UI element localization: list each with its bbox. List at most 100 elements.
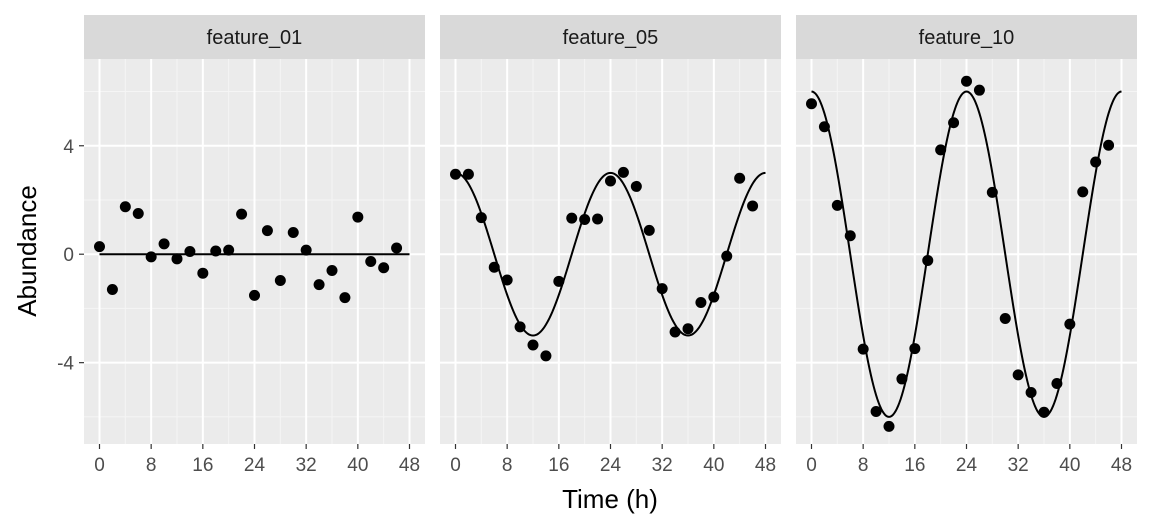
- facet-strip: [440, 15, 781, 59]
- data-point: [261, 225, 273, 237]
- x-tick-label: 40: [347, 455, 368, 476]
- x-tick-label: 8: [146, 455, 157, 476]
- data-point: [1090, 156, 1102, 168]
- x-tick-label: 24: [244, 455, 266, 476]
- data-point: [721, 250, 733, 262]
- data-point: [365, 256, 377, 268]
- data-point: [818, 121, 830, 133]
- y-axis-title: Abundance: [12, 185, 42, 317]
- data-point: [236, 208, 248, 220]
- x-tick-label: 16: [192, 455, 213, 476]
- data-point: [986, 186, 998, 198]
- x-tick-label: 0: [806, 455, 817, 476]
- data-point: [326, 264, 338, 276]
- facet-strip-label: feature_01: [207, 27, 303, 49]
- fitted-curve: [811, 90, 1122, 418]
- data-point: [339, 292, 351, 304]
- data-point: [695, 296, 707, 308]
- data-point: [617, 166, 629, 178]
- data-point: [935, 144, 947, 156]
- facet-panel: feature_05 0 8 16 24 32 40 48: [440, 15, 781, 476]
- data-point: [870, 405, 882, 417]
- data-point: [831, 199, 843, 211]
- data-point: [249, 289, 260, 301]
- data-point: [857, 343, 869, 355]
- x-tick-label: 8: [858, 455, 869, 476]
- data-point: [1103, 139, 1115, 151]
- data-point: [287, 227, 299, 239]
- data-point: [883, 420, 895, 432]
- x-tick-label: 48: [399, 455, 420, 476]
- data-point: [961, 75, 972, 87]
- data-point: [352, 211, 364, 223]
- data-point: [184, 246, 196, 257]
- x-tick-label: 8: [502, 455, 513, 476]
- data-point: [806, 98, 817, 110]
- data-point: [1077, 186, 1089, 198]
- facet-strip-label: feature_05: [563, 27, 659, 49]
- x-tick-label: 48: [1111, 455, 1132, 476]
- data-point: [734, 172, 746, 184]
- facet-strip: [84, 15, 425, 59]
- data-point: [630, 180, 642, 192]
- y-axis: -4 0 4: [57, 137, 84, 375]
- y-tick-label: -4: [57, 354, 74, 375]
- x-tick-label: 24: [956, 455, 978, 476]
- data-point: [708, 291, 720, 303]
- x-tick-label: 48: [755, 455, 776, 476]
- data-point: [999, 312, 1011, 324]
- facet-panel: feature_01 0 8 16 24 32 40 48: [84, 15, 425, 476]
- data-point: [553, 275, 565, 287]
- data-point: [106, 283, 118, 295]
- data-point: [909, 343, 921, 355]
- x-axis-title: Time (h): [562, 484, 658, 514]
- data-point: [605, 175, 616, 187]
- data-point: [948, 117, 960, 129]
- data-point: [313, 279, 325, 291]
- x-tick-label: 32: [296, 455, 317, 476]
- x-tick-label: 0: [450, 455, 461, 476]
- facet-panels: feature_01 0 8 16 24 32 40 48 feature_05 0 8 16 24 32…: [84, 15, 1137, 476]
- data-point: [475, 212, 487, 224]
- data-point: [119, 201, 131, 213]
- data-point: [922, 254, 934, 266]
- data-point: [210, 245, 222, 257]
- data-point: [274, 275, 286, 287]
- data-point: [973, 84, 985, 96]
- x-tick-label: 32: [1008, 455, 1029, 476]
- data-point: [566, 212, 578, 224]
- x-tick-label: 40: [1059, 455, 1080, 476]
- data-point: [643, 224, 655, 236]
- data-point: [527, 339, 539, 351]
- data-point: [378, 262, 390, 274]
- data-point: [896, 373, 908, 385]
- data-point: [1012, 369, 1024, 381]
- data-point: [1064, 318, 1076, 330]
- data-point: [132, 208, 144, 220]
- data-point: [747, 200, 759, 212]
- y-tick-label: 0: [63, 245, 74, 266]
- data-point: [514, 321, 526, 333]
- data-point: [579, 214, 591, 226]
- data-point: [488, 261, 500, 273]
- data-point: [450, 168, 461, 180]
- x-tick-label: 40: [703, 455, 724, 476]
- data-point: [391, 242, 403, 254]
- y-tick-label: 4: [63, 137, 74, 158]
- data-point: [592, 213, 604, 225]
- data-point: [501, 274, 513, 286]
- data-point: [158, 238, 170, 250]
- data-point: [94, 241, 105, 253]
- data-point: [145, 251, 157, 263]
- x-tick-label: 16: [548, 455, 569, 476]
- data-point: [197, 267, 209, 279]
- x-tick-label: 24: [600, 455, 622, 476]
- data-point: [300, 244, 312, 256]
- data-point: [844, 230, 856, 242]
- x-tick-label: 0: [94, 455, 105, 476]
- data-point: [656, 283, 668, 295]
- data-point: [223, 244, 235, 256]
- data-point: [540, 350, 552, 362]
- facet-strip: [796, 15, 1137, 59]
